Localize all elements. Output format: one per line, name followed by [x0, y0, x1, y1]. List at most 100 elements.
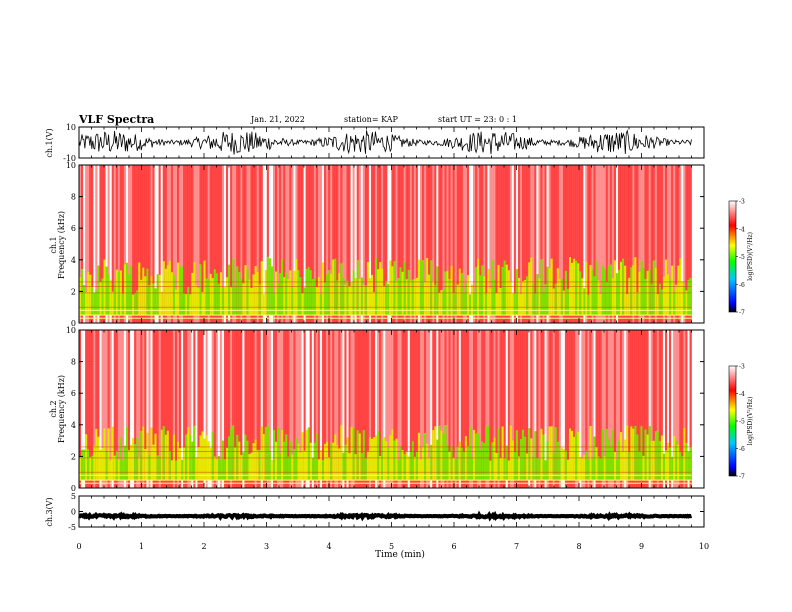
ch1-spec-activity	[238, 272, 241, 316]
ch2-colorbar-label: log(PSD)(V²/Hz)	[747, 397, 754, 446]
ch1-spec-streak	[403, 165, 406, 323]
ch1-spec-streak	[117, 165, 121, 323]
ch2-spec-activity	[654, 431, 658, 481]
ch2-spec-activity	[385, 441, 388, 481]
ch1-spec-activity	[183, 293, 186, 316]
ch2-spec-activity	[281, 430, 284, 481]
ch1-spec-activity	[483, 276, 486, 316]
ch2-spec-activity	[628, 452, 631, 481]
ch1-spec-streak	[366, 165, 370, 323]
ch1-spec-streak	[250, 165, 253, 323]
ch2-spec-streak	[311, 330, 315, 488]
ch2-spec-activity	[305, 429, 308, 481]
ch1-spec-streak	[483, 165, 486, 323]
ch1-spec-activity	[415, 277, 419, 316]
ch1-spec-activity	[346, 280, 349, 316]
ch2-spec-streak	[607, 330, 611, 488]
ch2-spec-activity	[564, 450, 568, 481]
ch2-spec-activity	[479, 449, 482, 481]
ch2-spec-streak	[189, 330, 192, 488]
ch1-spec-activity	[123, 264, 127, 316]
ch1-spec-streak	[448, 165, 451, 323]
ch2-spec-activity	[123, 445, 127, 481]
ch2-spec-streak	[322, 330, 325, 488]
ch1-spec-activity	[685, 290, 688, 316]
ch1-spec-activity	[532, 283, 535, 316]
ch1-spec-activity	[671, 265, 674, 316]
ch1-spec-activity	[81, 269, 84, 316]
ch1-spec-activity	[595, 260, 598, 316]
ch1-spec-activity	[319, 294, 323, 316]
ch2-spec-streak	[391, 330, 394, 488]
ch2-spec-streak	[591, 330, 594, 488]
ch2-spec-streak	[232, 330, 235, 488]
ch2-spec-activity	[593, 436, 596, 481]
ch2-spec-streak	[577, 330, 580, 488]
date-label: Jan. 21, 2022	[250, 115, 305, 124]
ch2-spec-activity	[128, 450, 131, 481]
ch1-spec-streak	[618, 165, 621, 323]
ch2-spec-activity	[616, 459, 619, 481]
ch1-spec-activity	[126, 262, 129, 316]
ch1-spec-activity	[424, 282, 427, 316]
ch2-spec-streak	[567, 330, 570, 488]
ch1-spec-streak	[181, 165, 184, 323]
ch1-spec-streak	[677, 165, 680, 323]
ch2-spec-streak	[168, 330, 172, 488]
ch2-spec-streak	[471, 330, 474, 488]
ch2-spec-activity	[432, 430, 435, 481]
ch2-spec-streak	[677, 330, 680, 488]
ch1-spec-activity	[187, 286, 190, 316]
ch1-spec-activity	[511, 293, 515, 316]
ch2-spec-activity	[354, 454, 357, 481]
ch2-spec-streak	[154, 330, 157, 488]
ch1-spec-streak	[205, 165, 208, 323]
ch2-spec-streak	[511, 330, 515, 488]
ch1-spec-streak	[150, 165, 153, 323]
ch1-spec-streak	[130, 165, 133, 323]
ch1-spec-streak	[115, 165, 119, 323]
ch1-spec-activity	[287, 279, 290, 316]
ch1-colorbar-tick-label-1: -4	[739, 226, 745, 233]
ch2-spec-streak	[375, 330, 378, 488]
ch2-spec-streak	[520, 330, 523, 488]
ch1-spec-streak	[119, 165, 123, 323]
ch1-spec-activity	[616, 273, 619, 316]
ch1-spec-activity	[644, 279, 647, 316]
ch2-spec-streak	[464, 330, 468, 488]
ch2-spec-activity	[622, 451, 625, 481]
ch2-spec-activity	[420, 459, 423, 481]
ch1-spec-activity	[246, 269, 249, 316]
ch1-spec-streak	[311, 165, 315, 323]
ch1-spec-activity	[142, 267, 145, 316]
ch1-spec-activity	[650, 283, 654, 316]
ch2-spec-streak	[436, 330, 439, 488]
ch2-spec-streak	[513, 330, 517, 488]
ch1-spec-activity	[395, 280, 398, 316]
ch1-spec-streak	[558, 165, 562, 323]
ch1-spec-activity	[558, 278, 562, 316]
ch1-spec-streak	[195, 165, 198, 323]
ch2-spec-streak	[244, 330, 247, 488]
ch1-spec-streak	[85, 165, 88, 323]
ch2-spec-streak	[548, 330, 551, 488]
ch2-spec-activity	[434, 426, 437, 481]
ch2-spec-activity	[293, 448, 296, 481]
ch1-spec-ylabel: Frequency (kHz)	[57, 211, 66, 279]
ch1-spec-streak	[387, 165, 390, 323]
ch1-spec-streak	[409, 165, 413, 323]
ch2-spec-streak	[315, 330, 319, 488]
ch1-spec-streak	[652, 165, 656, 323]
ch2-spec-activity	[381, 438, 384, 481]
ch2-spec-streak	[354, 330, 357, 488]
ch1-spec-activity	[248, 279, 251, 316]
ch2-spec-streak	[399, 330, 402, 488]
ch2-colorbar-tick-label-2: -5	[739, 419, 745, 426]
ch1-spec-activity	[601, 265, 605, 316]
ch2-spec-activity	[309, 442, 313, 481]
ch2-spec-activity	[620, 432, 623, 481]
ch2-spec-streak	[483, 330, 486, 488]
ch2-spec-streak	[358, 330, 362, 488]
ch1-spec-streak	[620, 165, 623, 323]
